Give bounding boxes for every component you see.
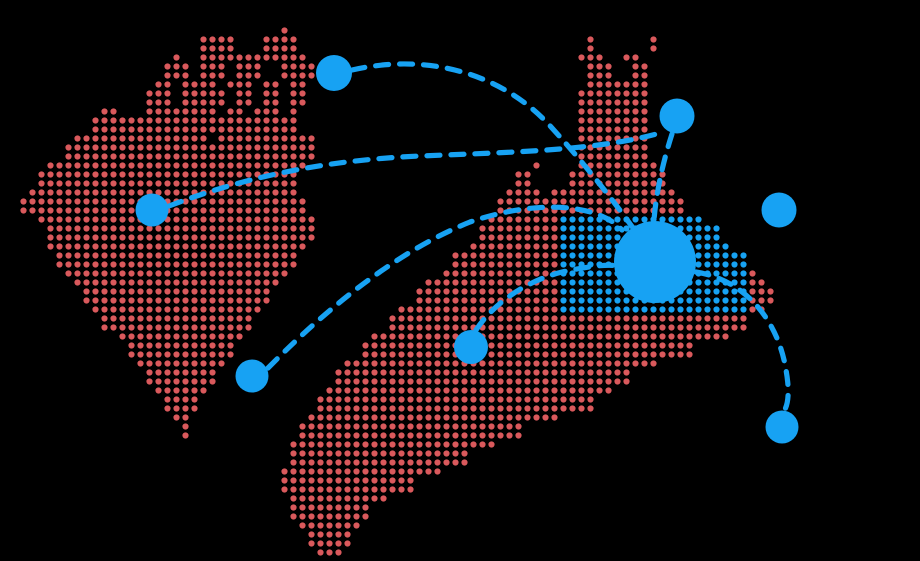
map-background: [0, 0, 920, 561]
map-canvas: North AmericaGreenland / North AtlanticS…: [0, 0, 920, 561]
world-map-infographic: North AmericaGreenland / North AtlanticS…: [0, 0, 920, 561]
